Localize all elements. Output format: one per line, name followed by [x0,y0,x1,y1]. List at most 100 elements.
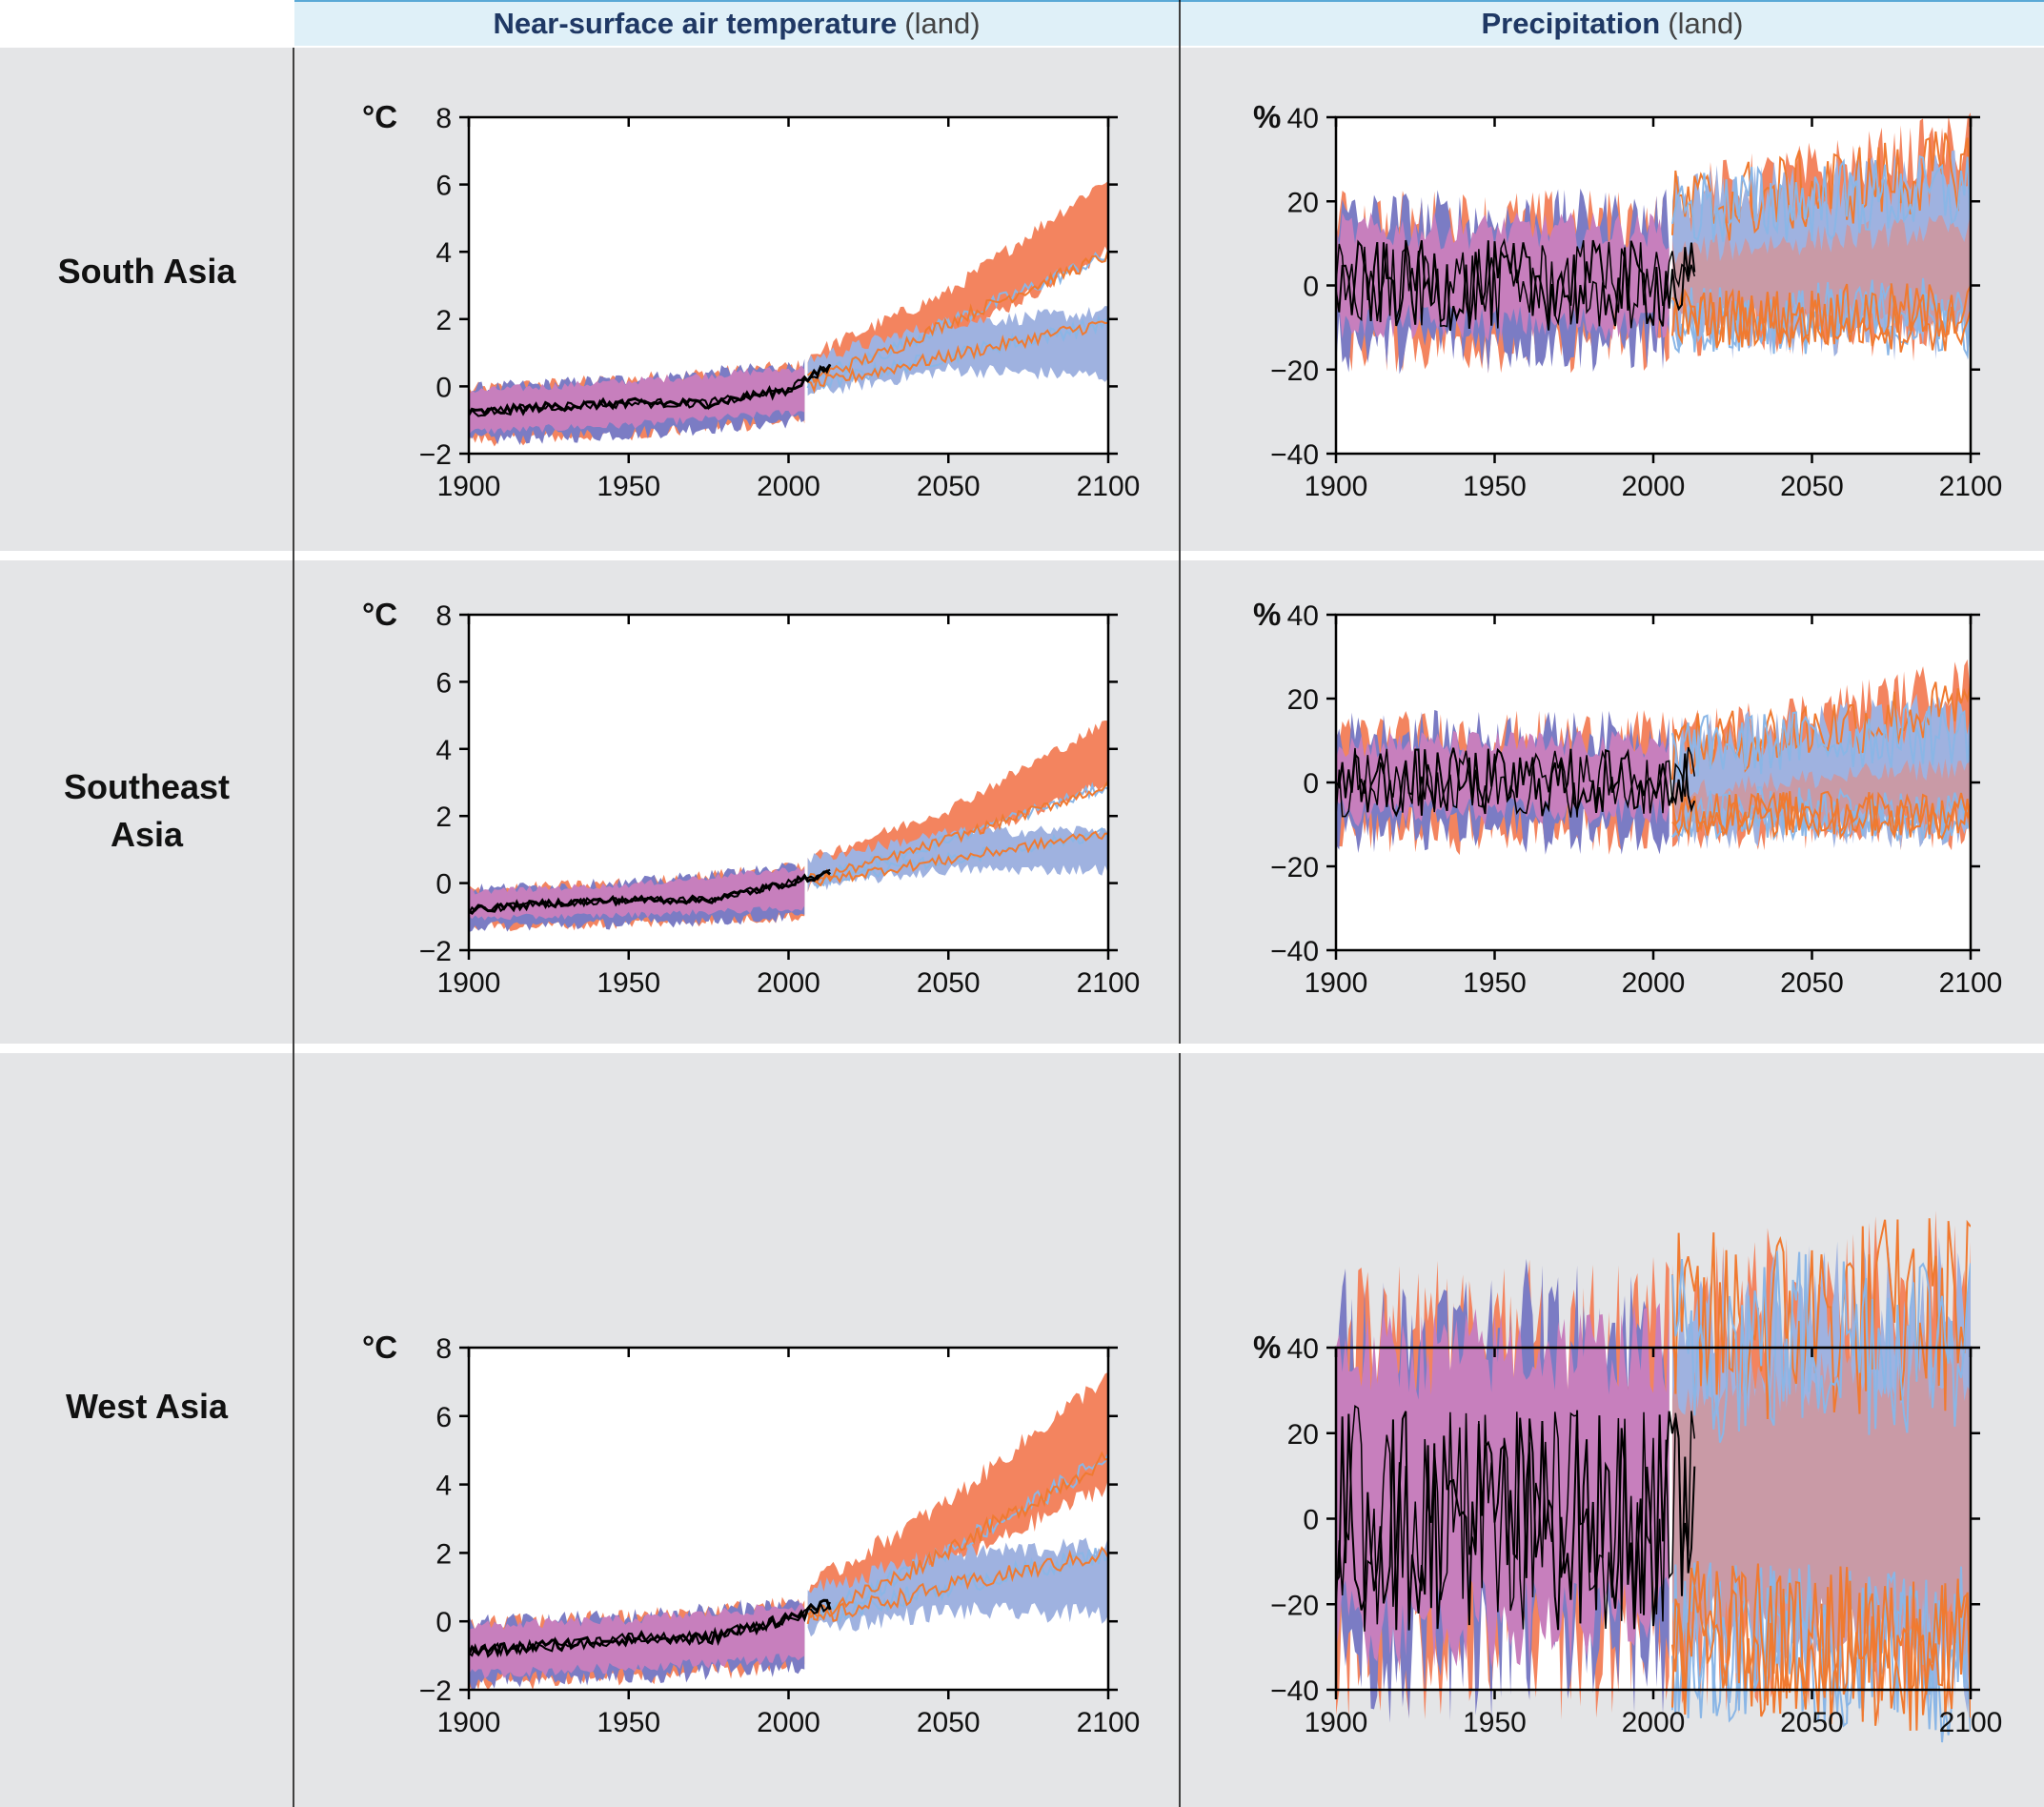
x-tick-label: 2100 [1077,967,1141,999]
rcp26-upper-line [1671,785,1971,843]
rcp85-lower-line [1670,288,1971,353]
y-tick-label: −20 [1270,355,1319,387]
y-tick-label: 4 [435,735,452,766]
y-unit-label: °C [362,99,397,134]
column-header-bold-0: Near-surface air temperature [493,7,897,40]
observed-line-a [469,1598,832,1658]
y-unit-label: °C [362,1330,397,1365]
observed-line-b [469,868,831,914]
x-tick-label: 2000 [757,1707,820,1738]
chart-r2-c0: 1900 1950 2000 2050 2100 −2 0 2 4 6 8 °C [362,1330,1140,1738]
x-tick-label: 1950 [597,967,660,999]
chart-r0-c0: 1900 1950 2000 2050 2100 −2 0 2 4 6 8 °C [362,99,1140,502]
observed-line-b [1336,237,1696,329]
row-label-1-line-0: Southeast [64,767,230,806]
y-tick-label: 8 [435,1333,452,1365]
x-tick-label: 1950 [597,1707,660,1738]
panel-bg-r2-c0 [0,1053,293,1807]
row-label-2-line-0: West Asia [66,1387,229,1426]
rcp85-upper-line [806,1451,1108,1625]
x-tick-label: 2000 [1622,471,1686,502]
observed-line-b [1336,1404,1696,1632]
x-tick-label: 1900 [437,967,501,999]
observed-line-b [469,1600,832,1658]
chart-r1-c0: 1900 1950 2000 2050 2100 −2 0 2 4 6 8 °C [362,597,1140,999]
x-tick-label: 2000 [1622,1707,1686,1738]
rcp85-lower-line [806,1546,1108,1622]
panel-bg-r1-c0 [0,560,293,1044]
row-label-1-line-1: Asia [111,815,184,854]
rcp26-upper-edge-line [1670,1250,1971,1443]
column-header-bold-1: Precipitation [1481,7,1660,40]
rcp85-lower-line [807,320,1108,395]
rcp85-upper-line [1671,790,1971,841]
y-tick-label: 8 [435,103,452,134]
y-tick-label: 6 [435,1402,452,1433]
x-tick-label: 2000 [1622,967,1686,999]
y-tick-label: 8 [435,600,452,632]
x-tick-label: 2000 [757,967,820,999]
rcp26-upper-edge-line [1671,701,1971,778]
y-tick-label: −40 [1270,1675,1319,1707]
y-tick-label: 0 [1303,272,1319,303]
rcp85-lower-line [1670,791,1971,841]
y-tick-label: 0 [435,372,452,403]
x-tick-label: 1950 [1463,967,1527,999]
x-tick-label: 2050 [1780,967,1844,999]
rcp85-upper-line [806,249,1108,384]
chart-r0-c1: 1900 1950 2000 2050 2100 −40 −20 0 20 40% [1253,99,2002,502]
y-tick-label: 20 [1287,187,1319,218]
panel-bg-r0-c0 [0,48,293,551]
y-tick-label: 0 [435,869,452,901]
column-header-light-0: (land) [904,7,980,40]
x-tick-label: 1900 [437,1707,501,1738]
observed-line-b [469,363,832,417]
column-header-light-1: (land) [1668,7,1743,40]
y-tick-label: 40 [1287,600,1319,632]
x-tick-label: 1900 [437,471,501,502]
x-tick-label: 1900 [1305,471,1368,502]
rcp26-lower-line [806,315,1108,390]
chart-r1-c1: 1900 1950 2000 2050 2100 −40 −20 0 20 40% [1253,597,2002,999]
y-tick-label: −20 [1270,852,1319,883]
y-tick-label: 6 [435,667,452,699]
historical-overlap-band [469,866,805,921]
y-tick-label: −40 [1270,936,1319,967]
y-unit-label: °C [362,597,397,632]
x-tick-label: 1900 [1305,1707,1368,1738]
rcp85-upper-edge-line [1670,131,1971,241]
x-tick-label: 2100 [1939,1707,2003,1738]
y-tick-label: 0 [1303,768,1319,800]
y-tick-label: 40 [1287,103,1319,134]
y-tick-label: 40 [1287,1333,1319,1365]
y-tick-label: 20 [1287,1419,1319,1451]
observed-line-a [1336,1410,1696,1631]
y-tick-label: 0 [1303,1505,1319,1536]
y-tick-label: −2 [419,936,452,967]
y-unit-label: % [1253,99,1281,134]
x-tick-label: 1900 [1305,967,1368,999]
rcp85-band [807,1371,1108,1627]
y-unit-label: % [1253,1330,1281,1365]
y-tick-label: 6 [435,171,452,202]
rcp85-band [807,180,1108,393]
rcp85-lower-line [1670,1560,1971,1718]
y-unit-label: % [1253,597,1281,632]
x-tick-label: 2050 [1780,1707,1844,1738]
rcp26-upper-edge-line [1670,154,1971,243]
x-tick-label: 2050 [917,1707,981,1738]
x-tick-label: 2050 [1780,471,1844,502]
chart-r2-c1: 1900 1950 2000 2050 2100 −40 −20 0 20 40% [1253,1210,2003,1743]
y-tick-label: 2 [435,305,452,336]
x-tick-label: 1950 [1463,471,1527,502]
y-tick-label: −2 [419,1675,452,1707]
observed-line-a [1336,747,1696,818]
row-label-0-line-0: South Asia [58,252,237,291]
header-temperature-bg [294,0,1179,46]
y-tick-label: 0 [435,1607,452,1638]
y-tick-label: 20 [1287,684,1319,716]
header-precip-bg [1181,0,2044,46]
column-header-1: Precipitation (land) [1481,7,1743,40]
rcp26-band [807,1536,1108,1637]
